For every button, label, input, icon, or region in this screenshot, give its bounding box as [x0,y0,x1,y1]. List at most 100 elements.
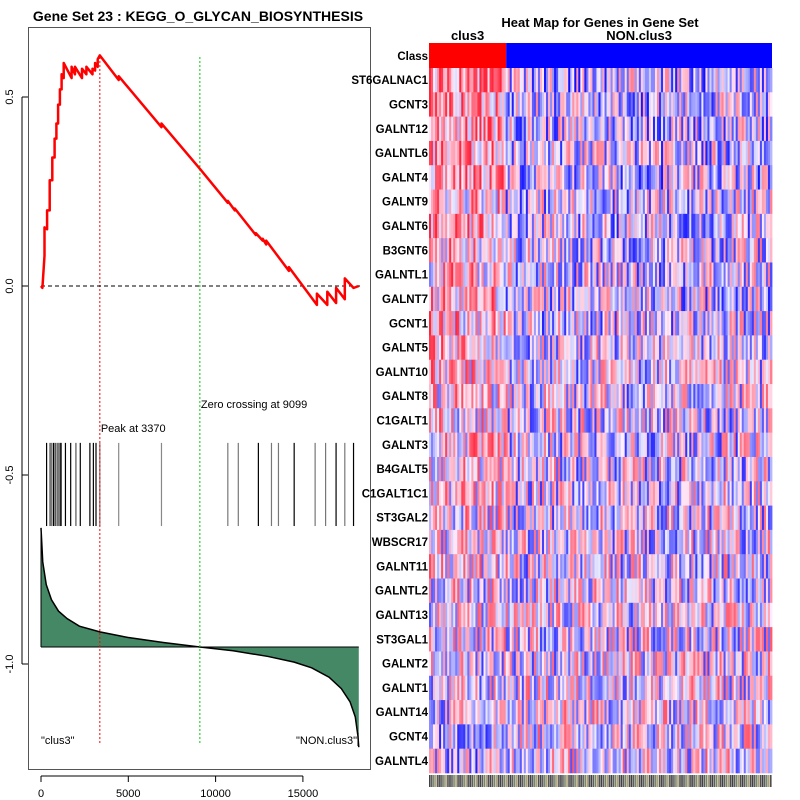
heatmap-cell [459,578,462,604]
heatmap-cell [533,456,537,482]
heatmap-cell [566,456,569,482]
heatmap-cell [493,432,496,458]
heatmap-cell [546,238,549,263]
heatmap-cell [705,262,708,288]
heatmap-cell [701,384,704,409]
heatmap-cell [663,286,666,312]
heatmap-cell [648,189,652,215]
heatmap-cell [659,189,662,215]
heatmap-cell [721,700,724,725]
heatmap-cell [489,238,492,263]
heatmap-cell [491,748,494,774]
heatmap-cell [713,724,716,749]
heatmap-cell [517,384,521,409]
heatmap-cell [636,505,640,531]
heatmap-cell [527,140,531,166]
heatmap-cell [529,140,533,166]
heatmap-cell [735,213,739,239]
heatmap-cell [687,651,690,677]
heatmap-cell [673,724,676,749]
heatmap-cell [544,311,547,336]
heatmap-cell [574,456,577,482]
heatmap-cell [654,481,658,506]
heatmap-cell [445,456,448,482]
heatmap-cell [751,92,755,117]
heatmap-cell [610,68,614,93]
heatmap-cell [525,262,529,288]
heatmap-cell [513,311,517,336]
heatmap-cell [535,481,539,506]
heatmap-cell [457,92,460,117]
heatmap-cell [626,262,630,288]
heatmap-cell [654,432,658,458]
heatmap-cell [677,189,680,215]
heatmap-cell [590,238,593,263]
heatmap-cell [586,165,589,190]
heatmap-cell [749,384,753,409]
heatmap-cell [691,675,694,701]
heatmap-cell [558,165,561,190]
heatmap-cell [568,140,571,166]
heatmap-cell [769,675,773,701]
heatmap-cell [705,384,708,409]
heatmap-cell [513,675,517,701]
heatmap-cell [552,651,555,677]
heatmap-cell [697,92,700,117]
heatmap-cell [453,408,456,433]
heatmap-cell [703,165,706,190]
heatmap-cell [620,140,624,166]
heatmap-cell [703,68,706,93]
heatmap-cell [719,262,722,288]
heatmap-cell [703,286,706,312]
heatmap-cell [525,578,529,604]
heatmap-cell [707,602,710,628]
heatmap-cell [491,529,494,555]
gene-label: GALNTL6 [375,148,428,160]
heatmap-cell [755,165,759,190]
heatmap-cell [689,116,692,142]
heatmap-cell [719,68,722,93]
heatmap-cell [497,748,501,774]
heatmap-cell [544,68,547,93]
heatmap-cell [445,651,448,677]
heatmap-cell [475,602,478,628]
heatmap-cell [679,384,682,409]
heatmap-cell [741,554,745,579]
heatmap-cell [511,189,515,215]
heatmap-cell [562,675,565,701]
heatmap-cell [477,116,480,142]
heatmap-cell [622,505,626,531]
heatmap-cell [479,140,482,166]
heatmap-cell [505,384,509,409]
heatmap-cell [449,675,452,701]
heatmap-cell [523,311,527,336]
heatmap-cell [608,675,611,701]
heatmap-cell [707,554,710,579]
heatmap-cell [511,505,515,531]
heatmap-cell [695,384,698,409]
heatmap-cell [614,286,618,312]
heatmap-cell [556,554,559,579]
heatmap-cell [449,627,452,652]
heatmap-cell [757,286,761,312]
heatmap-cell [636,92,640,117]
heatmap-cell [687,505,690,531]
heatmap-cell [703,529,706,555]
heatmap-cell [709,675,712,701]
heatmap-cell [614,651,618,677]
heatmap-cell [447,384,450,409]
heatmap-cell [471,311,474,336]
heatmap-cell [616,554,620,579]
heatmap-cell [443,335,446,361]
heatmap-cell [501,456,505,482]
enrichment-plot-frame [28,27,371,770]
heatmap-cell [465,213,468,239]
heatmap-cell [681,432,684,458]
heatmap-cell [735,68,739,93]
heatmap-cell [491,262,494,288]
heatmap-cell [683,627,686,652]
heatmap-cell [431,529,434,555]
heatmap-cell [685,432,688,458]
heatmap-cell [687,456,690,482]
